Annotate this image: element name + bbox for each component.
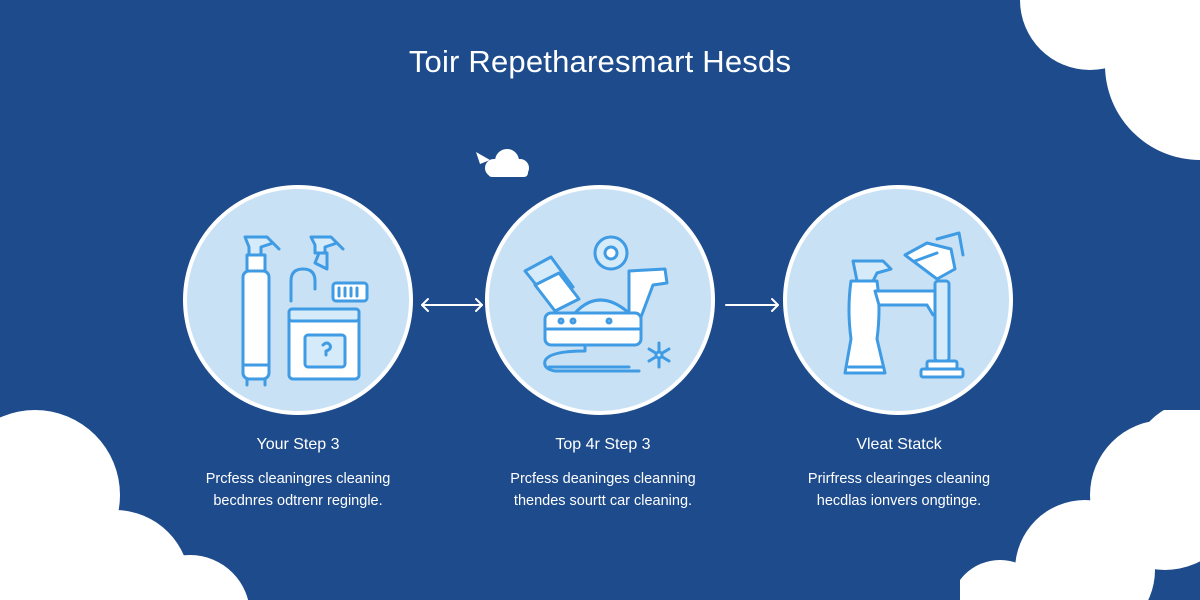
cloud-bottom-right-icon: [960, 410, 1200, 600]
step-2-description-line-1: Prcfess deaninges cleanning: [510, 471, 696, 487]
sink-faucet-icon: [843, 231, 965, 379]
step-2-title: Top 4r Step 3: [555, 436, 651, 453]
cloud-top-right-icon: [1020, 0, 1200, 160]
step-1-circle: [183, 185, 413, 415]
step-1-description-line-1: Prcfess cleaningres cleaning: [205, 471, 391, 487]
cleaning-supplies-icon: [241, 235, 369, 387]
step-1-description: Prcfess cleaningres cleaning becdnres od…: [148, 468, 448, 512]
step-3-circle: [783, 185, 1013, 415]
cloud-bottom-left-icon: [0, 410, 249, 600]
step-2-description: Prcfess deaninges cleanning thendes sour…: [453, 468, 753, 512]
step-3-description-line-2: hecdlas ionvers ongtinge.: [816, 493, 982, 509]
step-1-description-line-2: becdnres odtrenr regingle.: [213, 493, 383, 509]
step-3-description-line-1: Prirfress clearinges cleaning: [807, 471, 991, 487]
arrow-right-icon: [725, 298, 779, 312]
small-cloud-icon: [476, 149, 529, 177]
step-3-title: Vleat Statck: [856, 436, 942, 453]
step-2-description-line-2: thendes sourtt car cleaning.: [513, 493, 693, 509]
double-arrow-icon: [421, 298, 483, 312]
step-1-title: Your Step 3: [256, 436, 340, 453]
cleaning-machine-icon: [523, 235, 671, 373]
page-title: Toir Repetharesmart Hesds: [408, 44, 792, 79]
step-3-description: Prirfress clearinges cleaning hecdlas io…: [749, 468, 1049, 512]
step-2-circle: [485, 185, 715, 415]
